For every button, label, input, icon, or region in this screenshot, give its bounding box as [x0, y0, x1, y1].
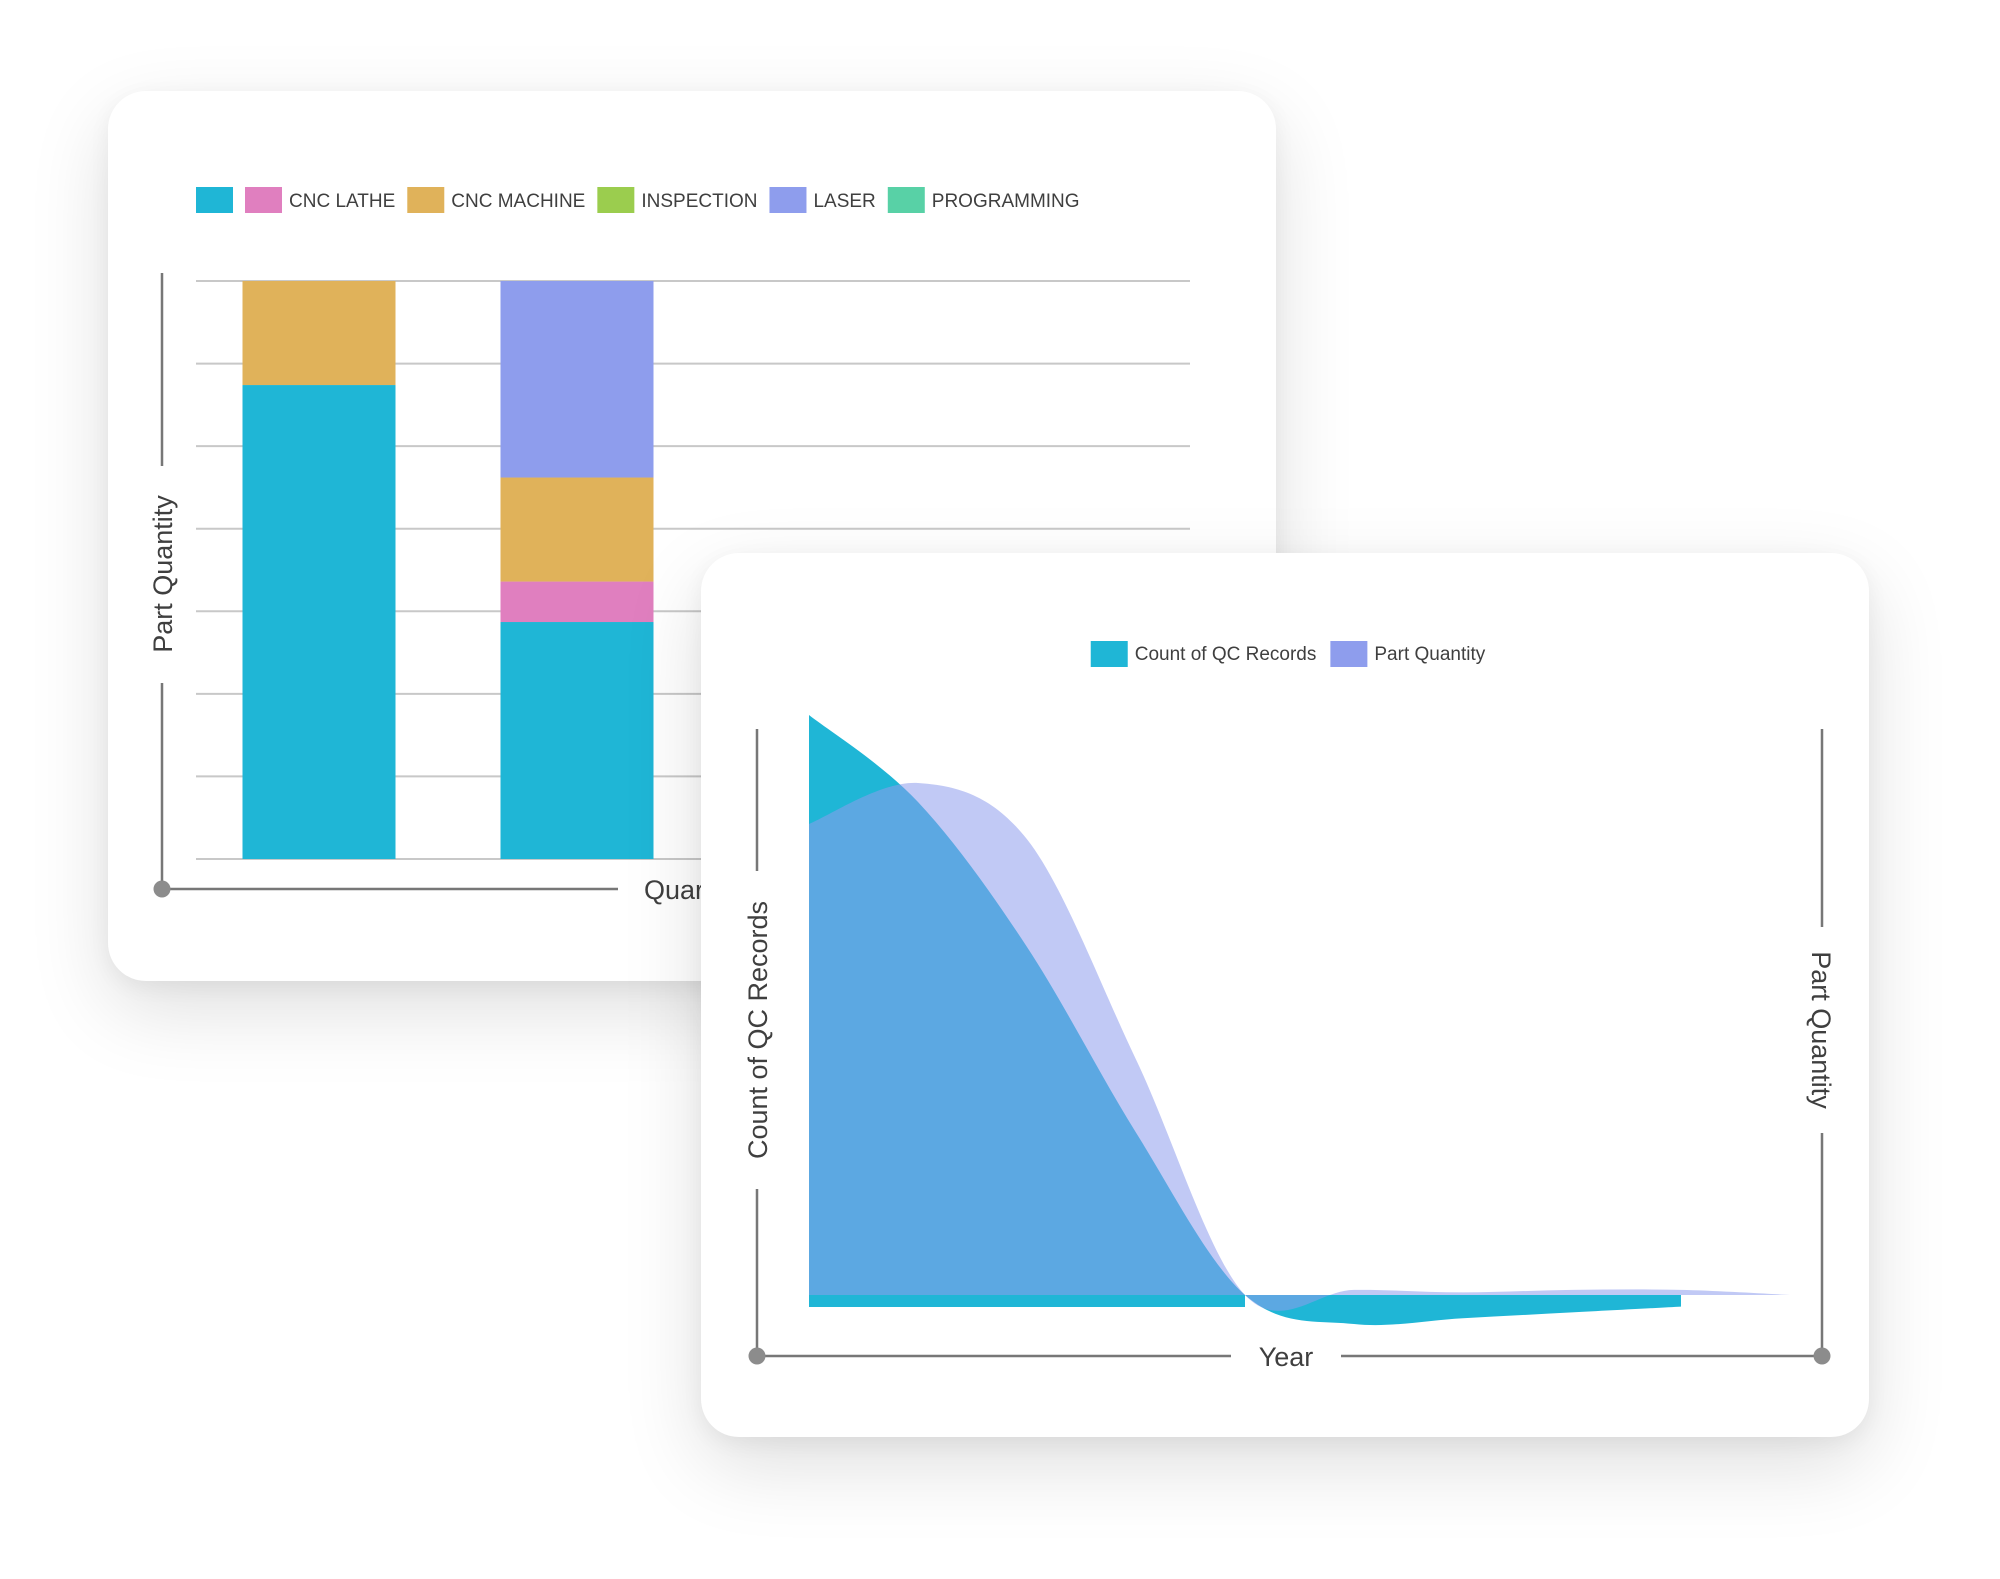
- area-series-2[interactable]: [809, 782, 1790, 1311]
- x-axis-title: Year: [1259, 1342, 1314, 1372]
- axis-origin-dot-left: [748, 1347, 766, 1365]
- bar-segment[interactable]: [242, 281, 396, 386]
- legend-label-6: PROGRAMMING: [932, 191, 1080, 212]
- legend-swatch-3[interactable]: [407, 187, 445, 213]
- area-chart-axes: Year Count of QC Records Part Quantity: [743, 729, 1836, 1372]
- area-chart-card: Count of QC Records Part Quantity Year Cou…: [701, 553, 1869, 1437]
- legend-label-3: CNC MACHINE: [451, 191, 585, 212]
- bar-segment[interactable]: [500, 477, 654, 582]
- legend-swatch-5[interactable]: [769, 187, 807, 213]
- x-axis-title: Quar: [644, 875, 704, 905]
- legend-label-5: LASER: [813, 191, 875, 212]
- axis-origin-dot: [153, 880, 171, 898]
- area-baseline-band: [809, 1295, 1245, 1307]
- y-axis-title: Part Quantity: [148, 495, 178, 653]
- right-axis-title: Part Quantity: [1806, 951, 1836, 1109]
- bar-segment[interactable]: [242, 385, 396, 859]
- legend-swatch-1[interactable]: [196, 187, 233, 213]
- legend-swatch-2[interactable]: [245, 187, 282, 213]
- bar-chart-legend: CNC LATHE CNC MACHINE INSPECTION LASER PROGR…: [196, 187, 1080, 213]
- area-chart-legend: Count of QC Records Part Quantity: [1090, 641, 1486, 667]
- legend-swatch-1[interactable]: [1090, 641, 1128, 667]
- legend-label-2: Part Quantity: [1374, 644, 1485, 665]
- legend-label-2: CNC LATHE: [289, 191, 395, 212]
- bar-chart-axes: Part Quantity Quar: [148, 273, 704, 905]
- bar-segment[interactable]: [500, 622, 654, 859]
- axis-origin-dot-right: [1813, 1347, 1831, 1365]
- legend-swatch-6[interactable]: [887, 187, 925, 213]
- bar-segment[interactable]: [500, 581, 654, 623]
- area-chart: Count of QC Records Part Quantity Year Cou…: [743, 641, 1836, 1372]
- area-chart-series: [809, 715, 1790, 1326]
- bar-segment[interactable]: [500, 281, 654, 478]
- left-axis-title: Count of QC Records: [743, 901, 773, 1159]
- legend-label-1: Count of QC Records: [1135, 644, 1317, 665]
- legend-label-4: INSPECTION: [641, 191, 757, 212]
- legend-swatch-4[interactable]: [597, 187, 635, 213]
- legend-swatch-2[interactable]: [1330, 641, 1368, 667]
